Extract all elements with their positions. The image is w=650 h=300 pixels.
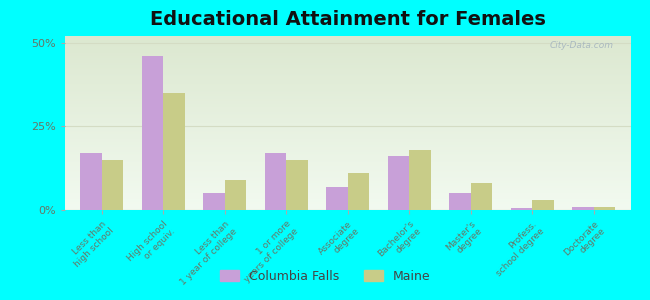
Bar — [572, 207, 593, 210]
Bar — [265, 153, 286, 210]
Legend: Columbia Falls, Maine: Columbia Falls, Maine — [214, 265, 436, 288]
Bar — [471, 183, 492, 210]
Bar — [348, 173, 369, 210]
Bar — [593, 207, 615, 210]
Bar — [102, 160, 124, 210]
Bar — [225, 180, 246, 210]
Bar — [81, 153, 102, 210]
Bar — [410, 150, 431, 210]
Bar — [326, 187, 348, 210]
Bar — [387, 157, 410, 210]
Title: Educational Attainment for Females: Educational Attainment for Females — [150, 10, 546, 29]
Bar — [163, 93, 185, 210]
Bar — [142, 56, 163, 210]
Bar — [511, 208, 532, 210]
Bar — [532, 200, 554, 210]
Text: City-Data.com: City-Data.com — [549, 41, 614, 50]
Bar — [286, 160, 308, 210]
Bar — [203, 193, 225, 210]
Bar — [449, 193, 471, 210]
